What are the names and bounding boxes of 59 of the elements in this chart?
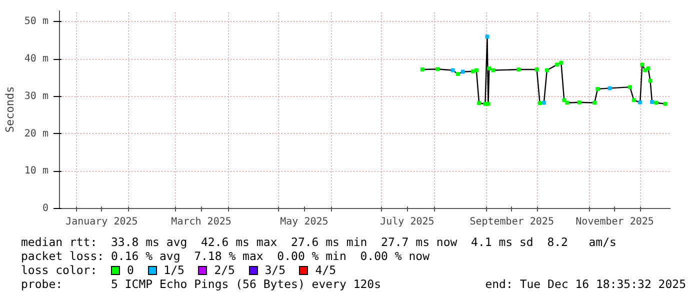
point xyxy=(456,72,460,76)
point xyxy=(487,66,492,70)
legend-label: 4/5 xyxy=(315,263,336,277)
text: packet loss: 0.16 % avg 7.18 % max 0.00 % min 0.00 % now xyxy=(21,249,430,263)
point xyxy=(559,60,564,65)
text: probe: 5 ICMP Echo Pings (56 Bytes) every 120s xyxy=(21,277,382,291)
legend-label: 1/5 xyxy=(164,263,184,277)
legend-title: loss color: xyxy=(21,263,98,277)
point xyxy=(592,100,597,105)
point xyxy=(562,98,566,102)
point xyxy=(436,67,440,72)
point xyxy=(460,70,465,74)
legend-label: 3/5 xyxy=(264,263,286,277)
x-tick-label: March 2025 xyxy=(171,216,232,228)
point xyxy=(608,86,612,90)
text: median rtt: 33.8 ms avg 42.6 ms max 27.6 ms min 27.7 ms now 4.1 ms sd 8.2 am/s xyxy=(21,235,618,249)
point xyxy=(538,101,542,106)
y-tick-label: 50 m xyxy=(24,16,49,28)
point xyxy=(542,100,546,105)
point xyxy=(516,68,521,72)
x-tick-label: May 2025 xyxy=(280,216,328,228)
point xyxy=(577,100,582,104)
line-series xyxy=(422,36,666,104)
x-tick-label: November 2025 xyxy=(576,216,654,228)
point xyxy=(486,102,490,106)
point xyxy=(471,69,476,74)
x-tick-label: September 2025 xyxy=(470,216,554,228)
point xyxy=(596,86,600,91)
point xyxy=(646,66,650,70)
text: end: Tue Dec 16 18:35:32 2025 xyxy=(485,277,686,291)
point xyxy=(650,100,654,104)
x-tick-label: July 2025 xyxy=(380,216,434,228)
point xyxy=(663,102,668,106)
point xyxy=(648,78,652,83)
point xyxy=(628,85,632,90)
point xyxy=(420,68,424,72)
point xyxy=(638,100,642,104)
point xyxy=(632,98,636,102)
y-tick-label: 30 m xyxy=(24,90,49,102)
point xyxy=(654,100,658,105)
y-tick-label: 20 m xyxy=(24,128,49,140)
point xyxy=(485,34,490,39)
point xyxy=(544,68,549,72)
point xyxy=(640,62,644,67)
point xyxy=(450,68,455,72)
point xyxy=(643,68,648,72)
point xyxy=(474,68,478,72)
point xyxy=(565,100,570,105)
x-tick-label: January 2025 xyxy=(66,216,138,228)
y-tick-label: 40 m xyxy=(24,54,49,65)
y-axis-title: Seconds xyxy=(3,86,16,133)
y-tick-label: 0 xyxy=(42,203,49,214)
y-tick-label: 10 m xyxy=(24,166,49,177)
point xyxy=(491,68,496,72)
point xyxy=(477,101,482,106)
point xyxy=(534,68,539,72)
point xyxy=(555,62,560,67)
legend-label: 2/5 xyxy=(214,263,235,277)
legend-label: 0 xyxy=(126,263,134,277)
